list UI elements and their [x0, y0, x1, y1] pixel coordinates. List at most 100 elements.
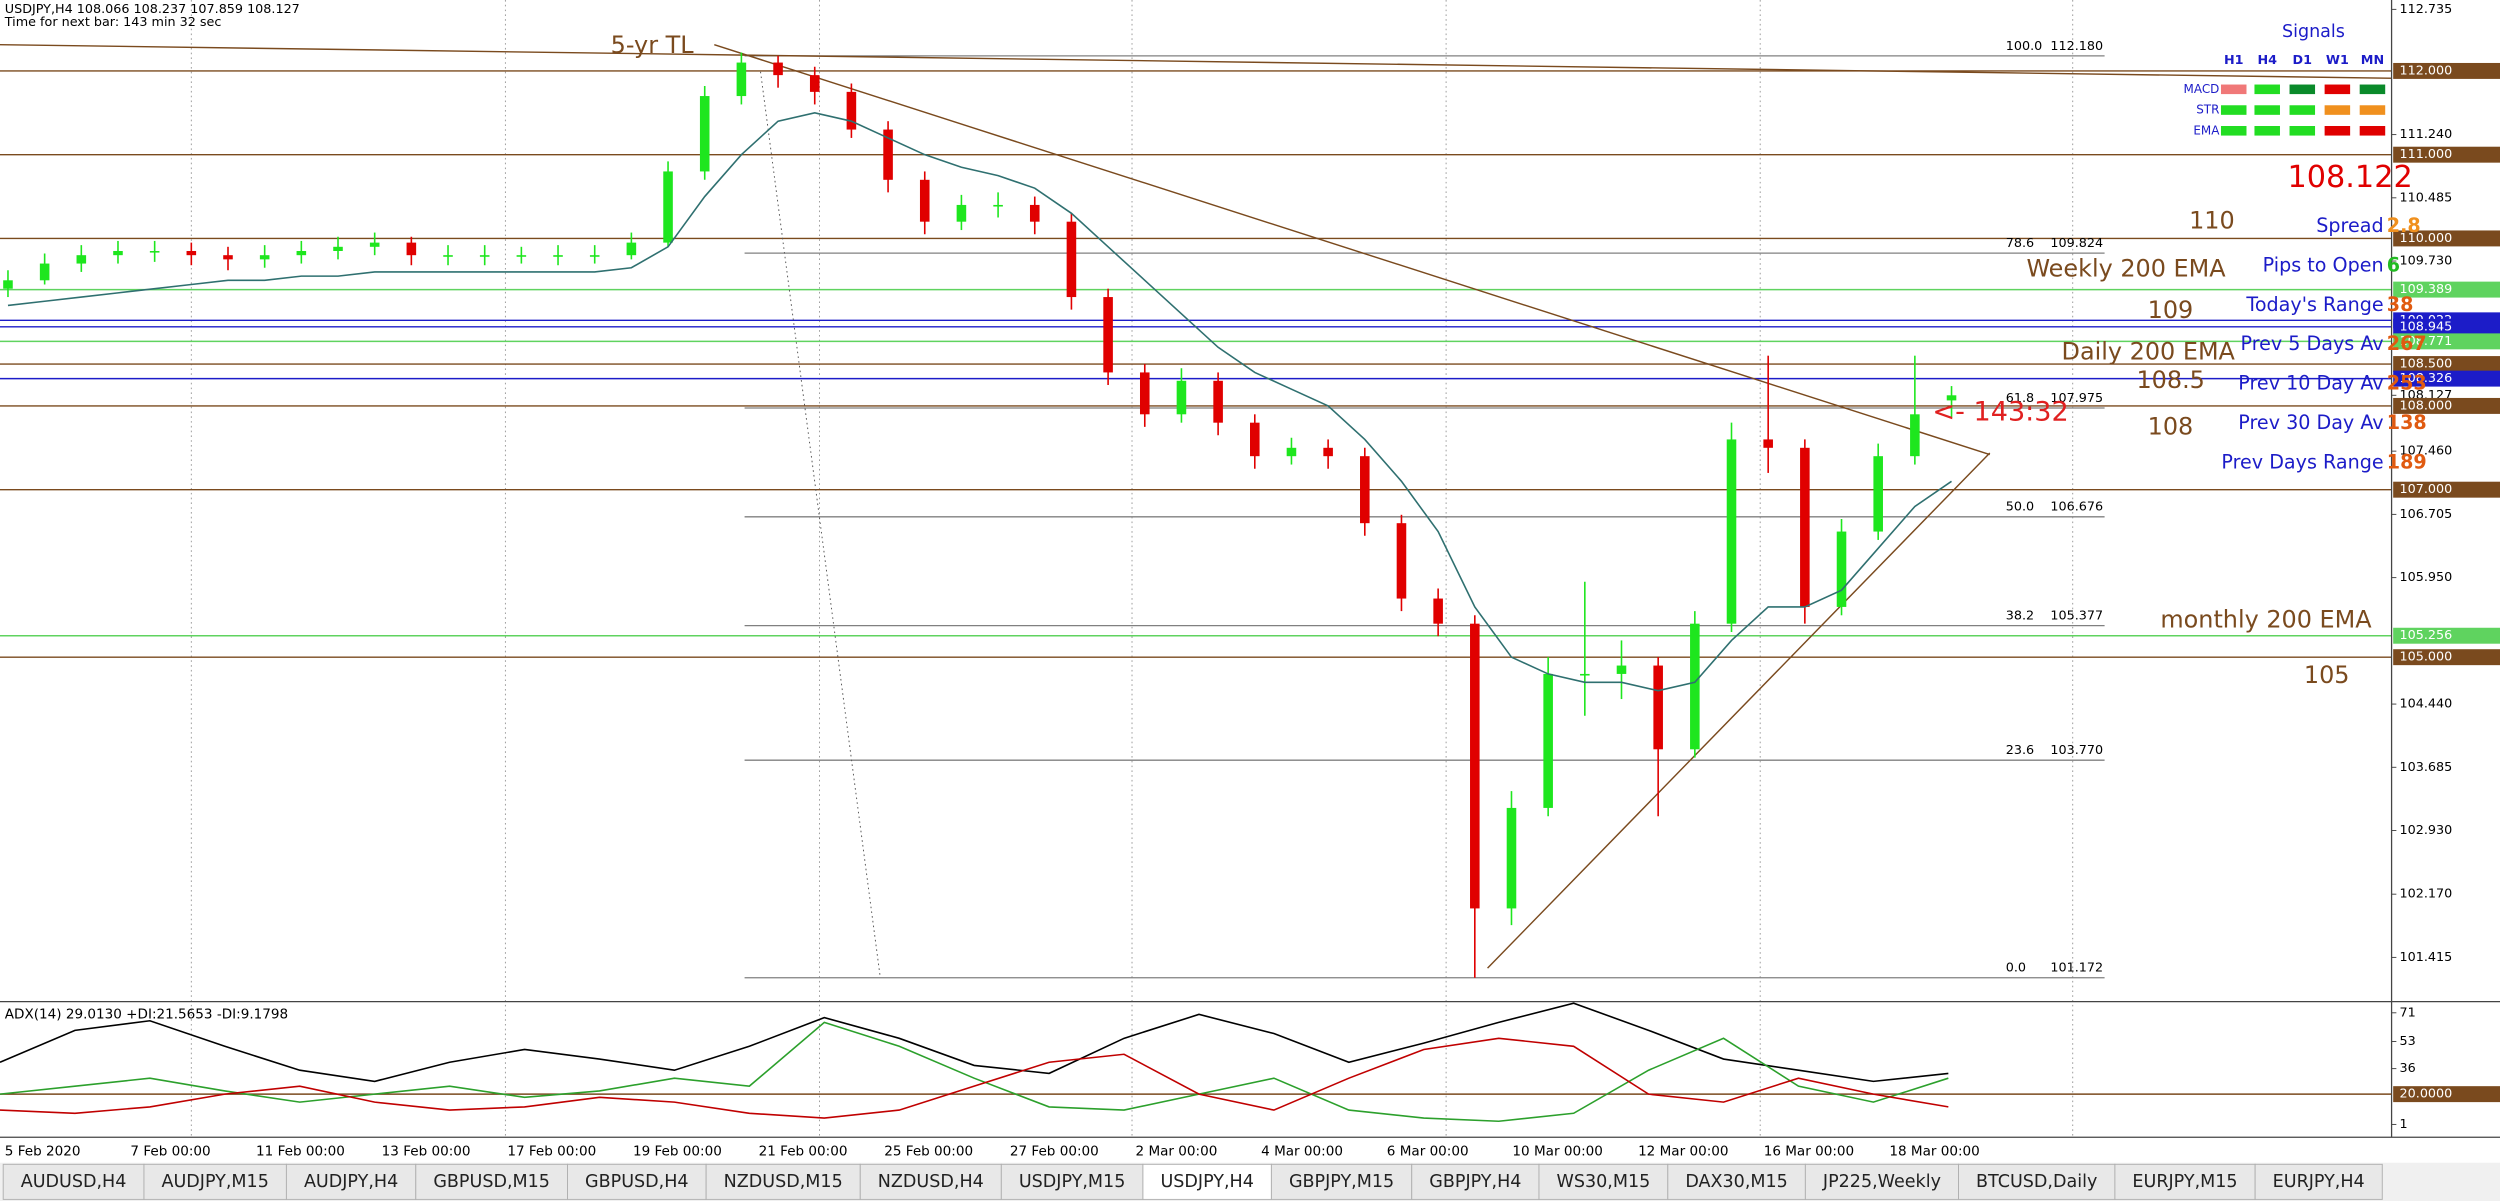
candle	[1836, 518, 1847, 616]
tab[interactable]	[143, 1163, 287, 1200]
signal-cell	[2324, 126, 2351, 136]
candle-body	[773, 62, 783, 76]
tab-label[interactable]: AUDJPY,H4	[304, 1172, 398, 1192]
candle	[1580, 581, 1590, 716]
level-label-box	[2393, 146, 2500, 163]
x-tick-label: 4 Mar 00:00	[1261, 1144, 1343, 1160]
fib-ratio: 38.2	[2006, 609, 2034, 624]
y-tick-label: 107.460	[2400, 444, 2453, 459]
x-tick-label: 5 Feb 2020	[5, 1144, 81, 1160]
candle-body	[1176, 380, 1187, 415]
signal-timeframe: D1	[2293, 53, 2312, 68]
candle	[1800, 439, 1810, 624]
x-tick-label: 2 Mar 00:00	[1136, 1144, 1218, 1160]
candle-body	[369, 242, 380, 247]
signal-cell	[2254, 84, 2280, 95]
tab[interactable]	[705, 1163, 861, 1200]
tab[interactable]	[1958, 1163, 2116, 1200]
candle	[1690, 611, 1700, 758]
candle-body	[516, 255, 527, 257]
candle-body	[699, 96, 710, 172]
x-tick-label: 6 Mar 00:00	[1387, 1144, 1469, 1160]
tab-label[interactable]: NZDUSD,M15	[724, 1172, 843, 1192]
candle-body	[1323, 447, 1333, 457]
tab-label[interactable]: USDJPY,M15	[1019, 1172, 1126, 1192]
tab[interactable]	[2254, 1163, 2383, 1200]
candle	[39, 253, 50, 285]
tab-label[interactable]: GBPJPY,H4	[1429, 1172, 1521, 1192]
adx-level-label: 20.0000	[2400, 1087, 2453, 1102]
fib-price: 105.377	[2050, 609, 2103, 624]
signal-cell	[2220, 84, 2247, 95]
candle	[76, 245, 87, 272]
tab-label[interactable]: USDJPY,H4	[1160, 1172, 1253, 1192]
candle-body	[1800, 447, 1810, 607]
tab[interactable]	[1411, 1163, 1540, 1200]
candle	[1286, 437, 1297, 465]
candle	[1029, 196, 1040, 235]
level-label: 108.500	[2400, 357, 2453, 372]
candle	[479, 245, 490, 266]
signal-row-label: EMA	[2193, 123, 2220, 137]
tab-label[interactable]: GBPUSD,M15	[433, 1172, 550, 1192]
level-label: 105.256	[2400, 628, 2453, 643]
tab-label[interactable]: GBPJPY,M15	[1289, 1172, 1394, 1192]
tab-label[interactable]: JP225,Weekly	[1822, 1172, 1941, 1192]
candle-body	[626, 242, 637, 256]
tab-label[interactable]: BTCUSD,Daily	[1976, 1172, 2097, 1192]
tab-label[interactable]: EURJPY,H4	[2273, 1172, 2365, 1192]
candle	[626, 232, 637, 260]
info-value: 138	[2387, 411, 2427, 434]
level-label: 105.000	[2400, 650, 2453, 665]
tab-label[interactable]: NZDUSD,H4	[878, 1172, 984, 1192]
candle	[113, 240, 123, 264]
tab[interactable]	[1804, 1163, 1959, 1200]
signal-cell	[2220, 126, 2247, 136]
tab[interactable]	[1538, 1163, 1669, 1200]
y-tick-label: 101.415	[2400, 950, 2453, 965]
tab-label[interactable]: EURJPY,M15	[2132, 1172, 2237, 1192]
info-value: 253	[2387, 372, 2427, 395]
x-tick-label: 13 Feb 00:00	[382, 1144, 471, 1160]
candle-body	[113, 250, 123, 256]
fib-price: 112.180	[2050, 39, 2103, 54]
signal-cell	[2324, 84, 2351, 95]
x-tick-label: 11 Feb 00:00	[256, 1144, 345, 1160]
tab[interactable]	[2, 1163, 145, 1200]
fib-ratio: 23.6	[2006, 743, 2034, 758]
tab[interactable]	[1667, 1163, 1806, 1200]
candle	[259, 245, 270, 268]
support-line	[1487, 452, 1991, 969]
candle	[699, 86, 710, 180]
candle	[1066, 213, 1077, 310]
tab-label[interactable]: DAX30,M15	[1685, 1172, 1787, 1192]
tab-label[interactable]: GBPUSD,H4	[585, 1172, 689, 1192]
tab[interactable]	[567, 1163, 707, 1200]
candle	[1103, 288, 1113, 385]
tab-label[interactable]: WS30,M15	[1557, 1172, 1651, 1192]
candle-body	[1066, 221, 1077, 298]
signal-timeframe: H1	[2224, 53, 2244, 68]
tab[interactable]	[859, 1163, 1002, 1200]
y-tick-label: 111.240	[2400, 127, 2453, 142]
y-tick-label: 112.735	[2400, 2, 2453, 17]
candle-body	[736, 62, 747, 97]
fib-ratio: 78.6	[2006, 236, 2034, 251]
candle	[1873, 443, 1883, 540]
x-tick-label: 25 Feb 00:00	[884, 1144, 973, 1160]
candle-body	[39, 263, 50, 281]
candle	[1946, 386, 1957, 418]
tab-label[interactable]: AUDJPY,M15	[161, 1172, 268, 1192]
fib-price: 109.824	[2050, 236, 2103, 251]
tab[interactable]	[285, 1163, 417, 1200]
tab-label[interactable]: AUDUSD,H4	[21, 1172, 127, 1192]
info-label: Prev 10 Day Av	[2238, 372, 2383, 395]
tab[interactable]	[1142, 1163, 1272, 1200]
candle	[956, 194, 967, 231]
level-label-box	[2393, 370, 2500, 387]
candle-body	[1946, 395, 1957, 401]
info-value: 6	[2387, 253, 2400, 276]
candle-body	[149, 250, 160, 253]
tab[interactable]	[2114, 1163, 2256, 1200]
candle-body	[1910, 414, 1920, 457]
